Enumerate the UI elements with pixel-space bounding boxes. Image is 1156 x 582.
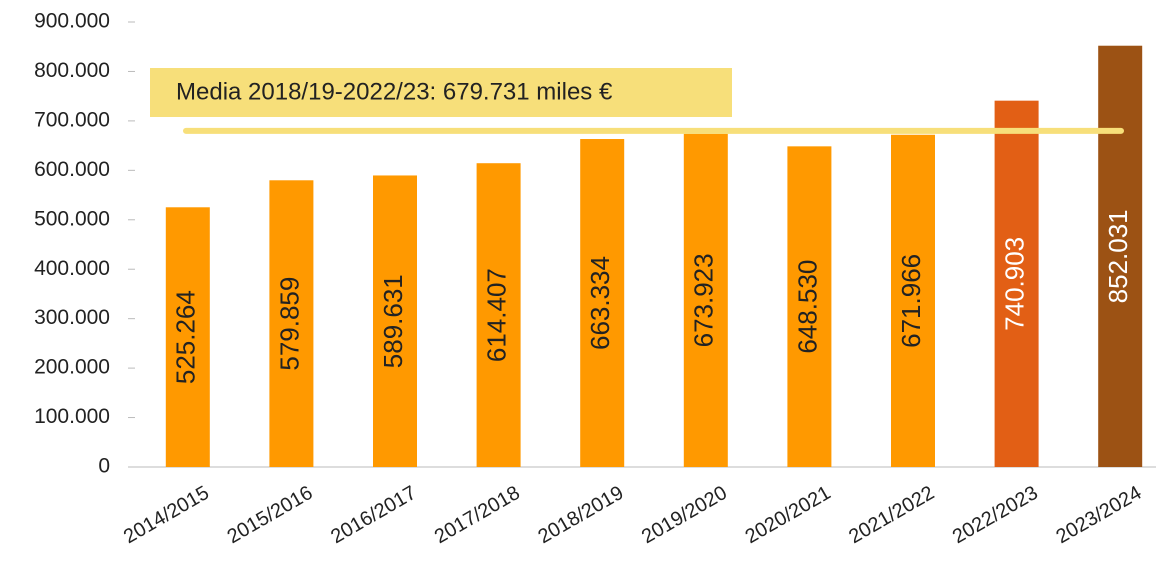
x-tick-label: 2021/2022 bbox=[845, 482, 938, 548]
value-label: 740.903 bbox=[999, 237, 1029, 331]
y-tick-label: 300.000 bbox=[34, 306, 110, 329]
y-tick-label: 600.000 bbox=[34, 158, 110, 181]
bar bbox=[891, 134, 935, 468]
x-tick-label: 2020/2021 bbox=[742, 482, 835, 548]
y-tick-label: 400.000 bbox=[34, 257, 110, 280]
y-tick-label: 0 bbox=[98, 455, 110, 478]
bar bbox=[580, 139, 625, 467]
bar bbox=[269, 180, 314, 468]
bar bbox=[787, 146, 832, 467]
bar bbox=[476, 163, 521, 467]
y-tick-label: 700.000 bbox=[34, 108, 110, 131]
value-label: 525.264 bbox=[171, 290, 201, 384]
y-tick-label: 800.000 bbox=[34, 59, 110, 82]
x-tick-label: 2022/2023 bbox=[949, 482, 1042, 548]
bar bbox=[373, 175, 417, 468]
value-label: 673.923 bbox=[689, 253, 719, 347]
x-tick-label: 2016/2017 bbox=[327, 482, 420, 548]
y-tick-label: 500.000 bbox=[34, 207, 110, 230]
value-label: 663.334 bbox=[585, 256, 615, 350]
x-tick-label: 2018/2019 bbox=[534, 482, 627, 548]
x-tick-label: 2014/2015 bbox=[120, 482, 213, 548]
y-tick-label: 100.000 bbox=[34, 405, 110, 428]
x-tick-label: 2017/2018 bbox=[431, 482, 524, 548]
bar bbox=[165, 207, 210, 467]
value-label: 589.631 bbox=[378, 274, 408, 368]
mean-label: Media 2018/19-2022/23: 679.731 miles € bbox=[176, 78, 613, 105]
y-tick-label: 200.000 bbox=[34, 356, 110, 379]
value-label: 852.031 bbox=[1103, 209, 1133, 303]
bar bbox=[1098, 45, 1143, 467]
bar bbox=[683, 133, 728, 467]
value-label: 579.859 bbox=[274, 277, 304, 371]
mean-label-box bbox=[150, 68, 732, 117]
x-tick-label: 2019/2020 bbox=[638, 482, 731, 548]
x-tick-label: 2015/2016 bbox=[224, 482, 317, 548]
value-label: 671.966 bbox=[896, 254, 926, 348]
bar bbox=[994, 100, 1039, 468]
y-tick-label: 900.000 bbox=[34, 10, 110, 33]
value-label: 648.530 bbox=[792, 260, 822, 354]
x-tick-label: 2023/2024 bbox=[1052, 482, 1145, 548]
value-label: 614.407 bbox=[481, 268, 511, 362]
